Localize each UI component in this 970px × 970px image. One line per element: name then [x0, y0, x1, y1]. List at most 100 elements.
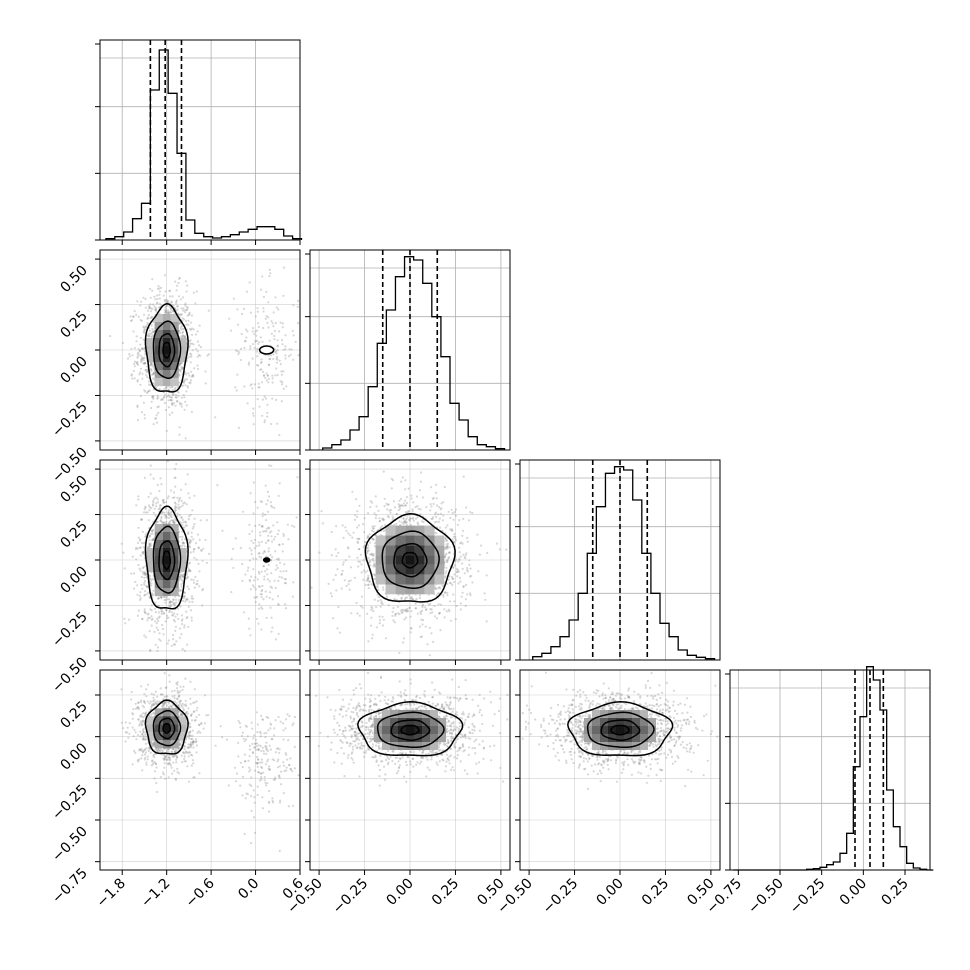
scatter-point — [207, 309, 210, 312]
scatter-point — [278, 543, 281, 547]
scatter-point — [450, 508, 453, 511]
scatter-point — [454, 535, 457, 539]
scatter-point — [176, 683, 179, 686]
scatter-point — [398, 499, 401, 502]
scatter-point — [144, 742, 147, 745]
scatter-point — [149, 296, 152, 299]
scatter-point — [469, 567, 472, 570]
scatter-point — [444, 572, 447, 575]
scatter-point — [352, 531, 355, 534]
scatter-point — [344, 526, 347, 529]
scatter-point — [251, 530, 254, 533]
scatter-point — [179, 362, 182, 365]
scatter-point — [146, 619, 149, 622]
scatter-point — [190, 578, 193, 581]
scatter-point — [459, 602, 462, 605]
scatter-point — [139, 383, 142, 386]
scatter-point — [234, 349, 238, 352]
scatter-point — [469, 510, 472, 514]
scatter-point — [243, 385, 246, 388]
scatter-point — [142, 546, 145, 549]
scatter-point — [176, 496, 179, 499]
scatter-point — [168, 289, 171, 293]
scatter-point — [151, 303, 155, 306]
scatter-point — [408, 594, 411, 597]
scatter-point — [232, 297, 235, 300]
scatter-point — [185, 308, 189, 311]
scatter-point — [185, 610, 188, 613]
scatter-point — [321, 522, 324, 525]
scatter-point — [485, 574, 488, 577]
scatter-point — [139, 304, 142, 307]
scatter-point — [435, 515, 438, 519]
scatter-point — [405, 501, 409, 505]
scatter-point — [433, 604, 436, 608]
scatter-point — [265, 372, 268, 375]
scatter-point — [446, 594, 449, 597]
scatter-point — [145, 391, 149, 394]
scatter-point — [460, 595, 463, 598]
scatter-point — [271, 374, 274, 377]
scatter-point — [249, 384, 252, 387]
scatter-point — [152, 394, 155, 398]
scatter-point — [149, 534, 152, 538]
scatter-point — [188, 374, 191, 377]
scatter-point — [178, 636, 181, 639]
scatter-point — [459, 580, 462, 583]
scatter-point — [274, 321, 277, 325]
scatter-point — [435, 483, 438, 486]
density-cell — [154, 378, 163, 386]
scatter-point — [265, 519, 268, 522]
scatter-point — [159, 687, 162, 690]
scatter-point — [144, 369, 147, 372]
scatter-point — [410, 610, 413, 613]
scatter-point — [176, 400, 179, 403]
scatter-point — [243, 346, 246, 350]
scatter-point — [453, 573, 456, 576]
scatter-point — [155, 505, 158, 508]
scatter-point — [194, 542, 198, 545]
scatter-point — [143, 362, 146, 365]
scatter-point — [130, 374, 133, 377]
scatter-point — [394, 612, 397, 615]
scatter-point — [404, 499, 407, 502]
scatter-point — [159, 775, 162, 779]
scatter-point — [402, 517, 405, 520]
scatter-point — [424, 625, 427, 628]
scatter-point — [162, 501, 165, 504]
scatter-point — [437, 587, 440, 590]
scatter-point — [452, 518, 455, 521]
scatter-point — [190, 410, 193, 413]
scatter-point — [195, 709, 198, 712]
scatter-point — [185, 617, 188, 620]
scatter-point — [253, 346, 256, 350]
scatter-point — [147, 335, 150, 338]
scatter-point — [245, 328, 248, 331]
scatter-point — [133, 572, 136, 575]
scatter-point — [278, 561, 282, 564]
scatter-point — [271, 626, 274, 629]
scatter-point — [169, 311, 173, 314]
scatter-point — [178, 401, 181, 404]
scatter-point — [192, 525, 195, 528]
scatter-point — [256, 322, 260, 325]
scatter-point — [280, 383, 284, 386]
scatter-point — [435, 520, 438, 523]
scatter-point — [143, 753, 147, 756]
scatter-point — [167, 776, 170, 779]
scatter-point — [139, 371, 142, 374]
scatter-point — [176, 305, 179, 308]
density-cell — [405, 555, 415, 565]
scatter-point — [270, 535, 273, 538]
scatter-point — [267, 547, 270, 550]
scatter-point — [258, 544, 261, 547]
scatter-point — [172, 402, 176, 405]
scatter-point — [241, 562, 244, 566]
scatter-point — [161, 623, 164, 627]
scatter-point — [404, 479, 407, 482]
scatter-point — [400, 596, 403, 600]
scatter-point — [182, 393, 185, 397]
scatter-point — [190, 353, 193, 356]
scatter-point — [149, 464, 152, 467]
scatter-point — [173, 697, 176, 700]
